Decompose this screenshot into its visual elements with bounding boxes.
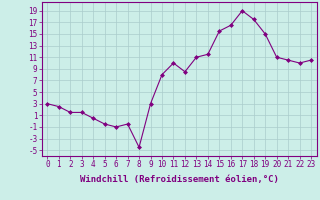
X-axis label: Windchill (Refroidissement éolien,°C): Windchill (Refroidissement éolien,°C) — [80, 175, 279, 184]
